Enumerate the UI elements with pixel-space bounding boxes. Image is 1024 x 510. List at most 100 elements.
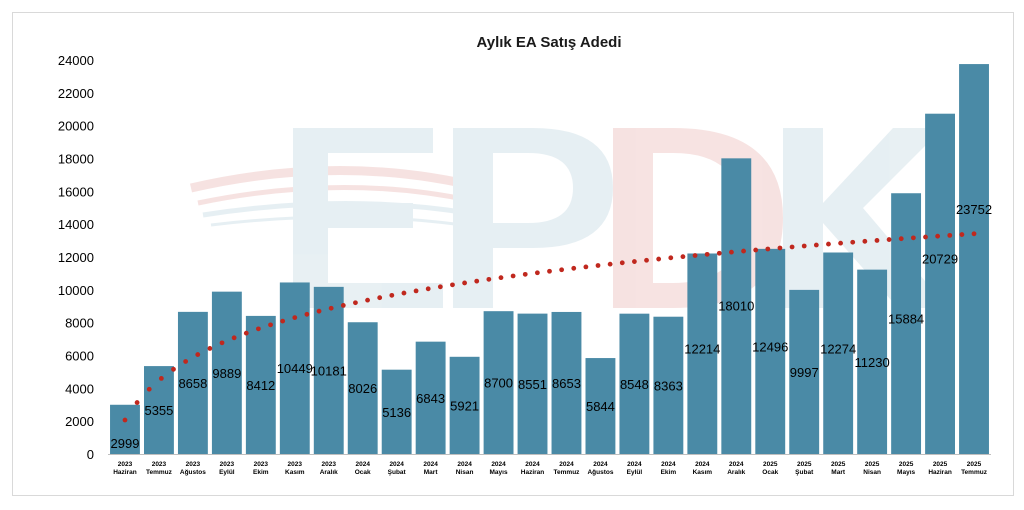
- trendline-dot: [498, 275, 504, 281]
- trendline-dot: [862, 238, 868, 244]
- data-label: 9889: [212, 366, 241, 381]
- trendline-dot: [680, 254, 686, 260]
- x-tick-year: 2024: [423, 461, 438, 468]
- trendline-dot: [389, 292, 395, 298]
- y-axis: 0 2000 4000 6000 8000 10000 12000 14000 16000 180…: [58, 53, 94, 462]
- x-tick-year: 2024: [593, 461, 608, 468]
- trendline-dot: [826, 241, 831, 247]
- y-tick-label: 18000: [58, 152, 94, 167]
- x-tick-year: 2024: [457, 461, 472, 468]
- x-tick-month: Temmuz: [961, 469, 988, 476]
- trendline-dot: [256, 326, 261, 332]
- bar: [449, 356, 480, 454]
- trendline-dot: [134, 400, 140, 405]
- data-label: 5844: [586, 399, 615, 414]
- x-tick-month: Ekim: [661, 469, 677, 476]
- data-label: 8658: [178, 376, 207, 391]
- bar: [653, 316, 684, 454]
- bar: [177, 311, 208, 454]
- bar: [823, 252, 854, 454]
- x-tick-year: 2024: [355, 461, 370, 468]
- data-label: 12496: [752, 339, 788, 354]
- x-tick-year: 2024: [389, 461, 404, 468]
- x-tick-month: Aralık: [320, 469, 338, 476]
- x-tick-year: 2024: [525, 461, 540, 468]
- trendline-dot: [923, 234, 928, 240]
- trendline-dot: [243, 330, 249, 336]
- trendline-dot: [183, 359, 189, 364]
- data-label: 11230: [855, 355, 890, 370]
- bar: [857, 269, 888, 454]
- trendline-dot: [486, 276, 492, 282]
- trendline-dot: [910, 235, 916, 241]
- trendline-dot: [474, 278, 480, 284]
- trendline-dot: [741, 248, 746, 254]
- trendline-dot: [959, 232, 965, 237]
- x-tick-month: Mart: [424, 469, 439, 476]
- trendline-dot: [377, 295, 383, 301]
- trendline-dot: [583, 264, 589, 270]
- trendline-dot: [413, 288, 419, 294]
- x-tick-year: 2025: [933, 461, 948, 468]
- x-tick-month: Ekim: [253, 469, 269, 476]
- x-tick-year: 2024: [559, 461, 574, 468]
- trendline-dot: [716, 250, 722, 256]
- bar: [551, 311, 582, 454]
- x-tick-year: 2023: [118, 461, 133, 468]
- trendline-dot: [765, 246, 771, 252]
- y-tick-label: 8000: [65, 316, 94, 331]
- data-label: 12274: [820, 341, 856, 356]
- x-tick-year: 2025: [797, 461, 812, 468]
- trendline-dot: [801, 243, 807, 249]
- y-tick-label: 12000: [58, 250, 94, 265]
- bar: [585, 358, 616, 454]
- trendline-dot: [437, 284, 443, 290]
- x-tick-year: 2025: [899, 461, 914, 468]
- x-axis: 2023Haziran2023Temmuz2023Ağustos2023Eylü…: [108, 454, 991, 476]
- x-tick-year: 2023: [254, 461, 269, 468]
- chart-title: Aylık EA Satış Adedi: [476, 34, 621, 51]
- trendline-dot: [450, 282, 455, 288]
- bars: [110, 64, 989, 455]
- data-label: 6843: [416, 391, 445, 406]
- x-tick-month: Temmuz: [554, 469, 581, 476]
- trendline-dot: [522, 271, 528, 277]
- trendline-dot: [971, 231, 977, 237]
- bar: [687, 253, 718, 454]
- bar-chart: Aylık EA Satış Adedi 0 2000 4000 6000 8000 10…: [58, 34, 992, 476]
- trendline-dot: [947, 232, 953, 238]
- y-tick-label: 20000: [58, 119, 94, 134]
- bar: [755, 248, 786, 454]
- data-label: 8548: [620, 377, 649, 392]
- x-tick-year: 2023: [186, 461, 201, 468]
- bar: [381, 369, 412, 454]
- x-tick-year: 2023: [220, 461, 235, 468]
- x-tick-year: 2025: [967, 461, 982, 468]
- data-label: 8551: [518, 377, 547, 392]
- data-label: 5921: [450, 398, 479, 413]
- x-tick-month: Şubat: [795, 469, 814, 476]
- x-tick-month: Temmuz: [146, 469, 173, 476]
- trendline-dot: [656, 256, 662, 262]
- bar: [110, 404, 140, 454]
- trendline-dot: [304, 311, 310, 317]
- x-tick-month: Haziran: [521, 469, 545, 476]
- trendline-dot: [607, 261, 613, 267]
- trendline-dot: [874, 238, 880, 243]
- trendline-dot: [219, 340, 225, 346]
- bar: [483, 311, 514, 454]
- trendline-dot: [777, 245, 783, 251]
- data-label: 9997: [790, 365, 819, 380]
- x-tick-month: Mart: [831, 469, 846, 476]
- trendline-dot: [340, 302, 346, 308]
- x-tick-month: Ocak: [355, 469, 371, 476]
- x-tick-year: 2024: [729, 461, 744, 468]
- x-tick-month: Mayıs: [490, 469, 508, 476]
- trendline-dot: [401, 290, 407, 296]
- bar: [517, 313, 548, 454]
- trendline-dot: [632, 259, 637, 264]
- bar: [925, 113, 956, 454]
- data-label: 5355: [144, 403, 173, 418]
- x-tick-month: Şubat: [388, 469, 407, 476]
- x-tick-month: Eylül: [627, 469, 643, 476]
